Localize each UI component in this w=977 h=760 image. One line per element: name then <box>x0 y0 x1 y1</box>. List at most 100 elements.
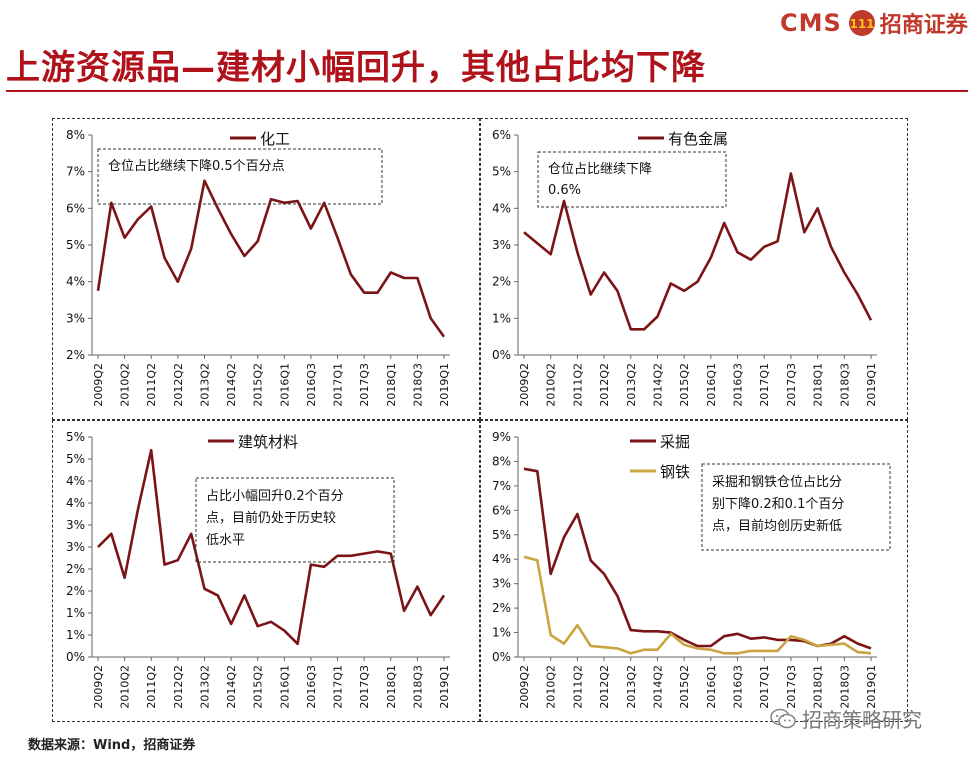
x-tick-label: 2011Q2 <box>571 665 584 709</box>
y-tick-label: 0% <box>492 348 511 362</box>
y-tick-label: 3% <box>66 540 85 554</box>
y-tick-label: 1% <box>492 311 511 325</box>
x-axis-chemicals: 2009Q2 2010Q2 2011Q2 2012Q2 2013Q2 2014Q2 2015… <box>92 354 451 407</box>
y-tick-label: 7% <box>492 479 511 493</box>
x-tick-label: 2012Q2 <box>172 665 185 709</box>
annotation-text-mining-1: 采掘和钢铁仓位占比分 <box>712 475 842 490</box>
y-tick-label: 5% <box>66 430 85 444</box>
x-tick-label: 2018Q3 <box>411 665 424 709</box>
y-axis-mining-steel: 0% 1% 2% 3% 4% 5% 6% 7% 8% 9% <box>492 430 519 664</box>
x-tick-label: 2009Q2 <box>518 363 531 407</box>
y-tick-label: 5% <box>492 165 511 179</box>
x-tick-label: 2016Q3 <box>732 363 745 407</box>
x-tick-label: 2010Q2 <box>545 665 558 709</box>
panel-mining-steel <box>480 420 908 722</box>
x-tick-label: 2017Q3 <box>785 363 798 407</box>
panel-building-materials <box>52 420 480 722</box>
legend-label-chemicals: 化工 <box>260 130 290 148</box>
y-tick-label: 9% <box>492 430 511 444</box>
annotation-text-nonferrous-1: 仓位占比继续下降 <box>548 162 652 177</box>
x-tick-label: 2019Q1 <box>865 363 878 407</box>
x-tick-label: 2010Q2 <box>119 363 132 407</box>
x-tick-label: 2017Q1 <box>758 363 771 407</box>
logo-cn: 招商证券 <box>879 13 968 38</box>
panel-nonferrous <box>480 118 908 420</box>
y-tick-label: 2% <box>66 562 85 576</box>
x-tick-label: 2010Q2 <box>119 665 132 709</box>
x-tick-label: 2016Q1 <box>278 363 291 407</box>
x-tick-label: 2009Q2 <box>518 665 531 709</box>
y-tick-label: 5% <box>66 238 85 252</box>
x-tick-label: 2016Q3 <box>305 665 318 709</box>
y-tick-label: 3% <box>492 238 511 252</box>
x-tick-label: 2018Q1 <box>812 363 825 407</box>
x-tick-label: 2009Q2 <box>92 665 105 709</box>
y-tick-label: 3% <box>492 577 511 591</box>
chart-chemicals: 2%3%4%5%6%7%8% 2009Q2 2010Q2 2011Q2 2012Q2 2… <box>66 128 451 407</box>
x-tick-label: 2017Q3 <box>358 665 371 709</box>
x-tick-label: 2010Q2 <box>545 363 558 407</box>
x-axis-nonferrous: 2009Q2 2010Q2 2011Q2 2012Q2 2013Q2 2014Q2 2015… <box>518 354 878 407</box>
x-tick-label: 2012Q2 <box>172 363 185 407</box>
panel-chemicals <box>52 118 480 420</box>
y-axis-nonferrous: 0% 1% 2% 3% 4% 5% 6% <box>492 128 519 362</box>
x-tick-label: 2014Q2 <box>225 665 238 709</box>
series-mining-steel <box>523 467 872 655</box>
logo-badge-icon: 111 <box>848 10 875 36</box>
x-tick-label: 2019Q1 <box>438 665 451 709</box>
x-tick-label: 2014Q2 <box>225 363 238 407</box>
x-tick-label: 2011Q2 <box>571 363 584 407</box>
chart-nonferrous: 0%1%2%3%4%5%6% 2009Q2 2010Q2 2011Q2 2012Q2 2… <box>492 128 878 407</box>
y-tick-label: 4% <box>492 552 511 566</box>
x-tick-label: 2018Q3 <box>838 665 851 709</box>
x-tick-label: 2018Q1 <box>385 363 398 407</box>
y-tick-label: 1% <box>66 606 85 620</box>
y-tick-label: 4% <box>66 496 85 510</box>
annotation-text-building-3: 低水平 <box>206 533 245 548</box>
series-chemicals <box>96 179 446 338</box>
x-tick-label: 2016Q1 <box>705 363 718 407</box>
y-tick-label: 8% <box>66 128 85 142</box>
y-tick-label: 0% <box>492 650 511 664</box>
x-tick-label: 2014Q2 <box>651 665 664 709</box>
x-tick-label: 2018Q3 <box>838 363 851 407</box>
chart-building-materials: 0% 1% 1% 2% 2% 3% 3% 4% 4% 5% 5% 2009Q2 2010Q2 2011Q… <box>66 430 451 709</box>
series-line-0 <box>96 179 446 338</box>
x-tick-label: 2009Q2 <box>92 363 105 407</box>
x-tick-label: 2016Q3 <box>732 665 745 709</box>
x-tick-label: 2013Q2 <box>625 665 638 709</box>
y-tick-label: 6% <box>492 128 511 142</box>
x-tick-label: 2018Q1 <box>812 665 825 709</box>
annotation-text-mining-2: 别下降0.2和0.1个百分 <box>712 497 844 512</box>
legend-label-nonferrous: 有色金属 <box>668 130 728 148</box>
x-tick-label: 2013Q2 <box>198 363 211 407</box>
y-tick-label: 2% <box>492 275 511 289</box>
annotation-text-mining-3: 点，目前均创历史新低 <box>712 518 842 534</box>
x-tick-label: 2016Q1 <box>278 665 291 709</box>
x-tick-label: 2016Q3 <box>305 363 318 407</box>
x-tick-label: 2019Q1 <box>865 665 878 709</box>
y-tick-label: 0% <box>66 650 85 664</box>
annotation-box-chemicals <box>97 148 383 205</box>
y-tick-label: 5% <box>492 528 511 542</box>
x-tick-label: 2018Q1 <box>385 665 398 709</box>
y-tick-label: 4% <box>66 275 85 289</box>
series-line-0 <box>97 448 446 646</box>
watermark-text: 招商策略研究 <box>802 708 922 732</box>
logo-badge-text: 111 <box>849 17 874 31</box>
series-building-materials <box>97 448 446 646</box>
y-tick-label: 6% <box>66 201 85 215</box>
series-nonferrous <box>523 172 873 331</box>
legend-label-building-materials: 建筑材料 <box>238 433 298 451</box>
x-tick-label: 2011Q2 <box>145 665 158 709</box>
y-tick-label: 7% <box>66 165 85 179</box>
title-divider <box>6 90 968 92</box>
annotation-box-building-materials <box>195 477 395 563</box>
y-axis-chemicals: 2% 3% 4% 5% 6% 7% 8% <box>66 128 93 362</box>
y-tick-label: 2% <box>492 601 511 615</box>
annotation-text-chemicals: 仓位占比继续下降0.5个百分点 <box>108 159 285 174</box>
y-tick-label: 3% <box>66 311 85 325</box>
x-tick-label: 2017Q1 <box>332 363 345 407</box>
x-tick-label: 2018Q3 <box>411 363 424 407</box>
wechat-watermark: 招商策略研究 <box>770 704 922 733</box>
